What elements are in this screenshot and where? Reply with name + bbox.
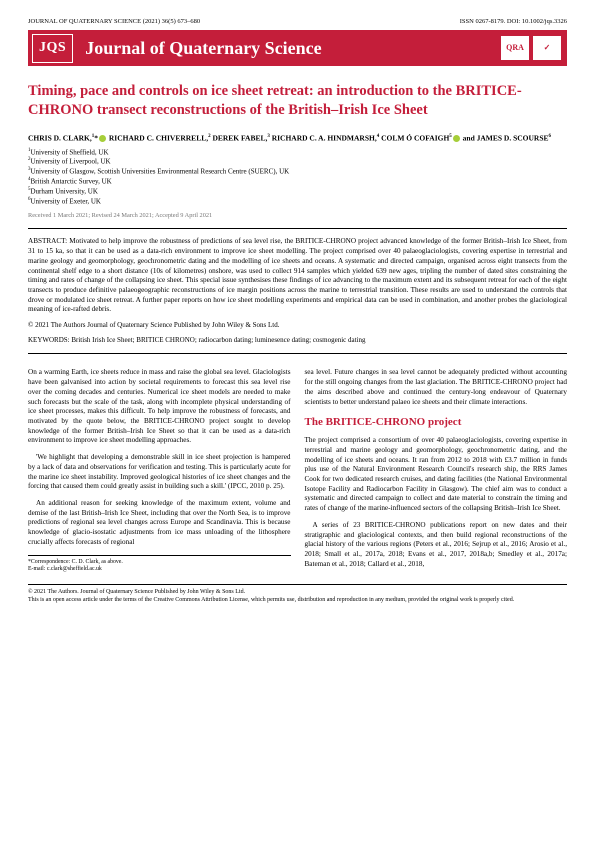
journal-banner: JQS Journal of Quaternary Science QRA ✓ (28, 30, 567, 66)
page-footer: © 2021 The Authors. Journal of Quaternar… (28, 584, 567, 605)
header-right: ISSN 0267-8179. DOI: 10.1002/jqs.3326 (460, 18, 567, 26)
abstract-box: ABSTRACT: Motivated to help improve the … (28, 228, 567, 354)
intro-para-1: On a warming Earth, ice sheets reduce in… (28, 368, 291, 446)
abstract-copyright: © 2021 The Authors Journal of Quaternary… (28, 321, 567, 330)
ipcc-quote: 'We highlight that developing a demonstr… (28, 453, 291, 492)
qra-logo: QRA (501, 36, 529, 60)
project-para-2: A series of 23 BRITICE-CHRONO publicatio… (305, 521, 568, 570)
body-columns: On a warming Earth, ice sheets reduce in… (28, 368, 567, 576)
banner-logos: QRA ✓ (501, 36, 567, 60)
column-right: sea level. Future changes in sea level c… (305, 368, 568, 576)
affiliations: 1University of Sheffield, UK2University … (28, 148, 567, 207)
journal-name: Journal of Quaternary Science (77, 37, 501, 60)
correspondence-footnote: *Correspondence: C. D. Clark, as above.E… (28, 555, 291, 575)
cont-para: sea level. Future changes in sea level c… (305, 368, 568, 407)
running-header: JOURNAL OF QUATERNARY SCIENCE (2021) 36(… (28, 18, 567, 26)
keywords: KEYWORDS: British Irish Ice Sheet; BRITI… (28, 336, 567, 345)
journal-badge: JQS (32, 34, 73, 62)
header-left: JOURNAL OF QUATERNARY SCIENCE (2021) 36(… (28, 18, 200, 26)
footer-license: This is an open access article under the… (28, 597, 567, 605)
section-heading: The BRITICE-CHRONO project (305, 415, 568, 430)
column-left: On a warming Earth, ice sheets reduce in… (28, 368, 291, 576)
article-dates: Received 1 March 2021; Revised 24 March … (28, 212, 567, 220)
author-list: CHRIS D. CLARK,1* RICHARD C. CHIVERRELL,… (28, 133, 567, 144)
project-para-1: The project comprised a consortium of ov… (305, 436, 568, 514)
abstract-text: ABSTRACT: Motivated to help improve the … (28, 237, 567, 315)
check-logo: ✓ (533, 36, 561, 60)
article-title: Timing, pace and controls on ice sheet r… (28, 82, 567, 118)
intro-para-3: An additional reason for seeking knowled… (28, 499, 291, 548)
